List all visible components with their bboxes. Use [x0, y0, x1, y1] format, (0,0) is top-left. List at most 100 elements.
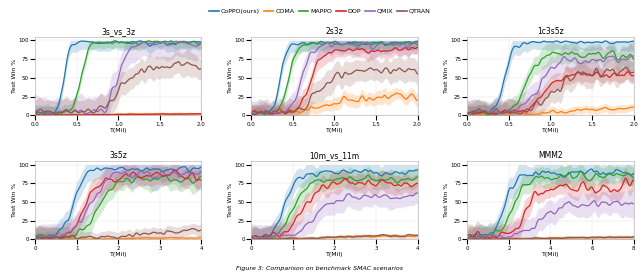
- CoPPO(ours): [173, 42, 180, 45]
- MAPPO: [56, 113, 63, 116]
- MAPPO: [347, 43, 355, 46]
- QTRAN: [32, 237, 40, 240]
- COMA: [604, 107, 612, 110]
- QTRAN: [463, 238, 471, 241]
- Line: CoPPO(ours): CoPPO(ours): [467, 41, 634, 114]
- X-axis label: T(Mil): T(Mil): [109, 128, 127, 133]
- Line: QTRAN: QTRAN: [35, 228, 202, 239]
- QTRAN: [134, 72, 141, 75]
- QTRAN: [130, 234, 138, 238]
- CoPPO(ours): [630, 39, 637, 43]
- QTRAN: [131, 234, 138, 237]
- MAPPO: [131, 41, 138, 44]
- COMA: [248, 111, 256, 114]
- DOP: [131, 171, 138, 174]
- COMA: [265, 113, 273, 116]
- MAPPO: [131, 178, 138, 182]
- MAPPO: [56, 236, 63, 240]
- QTRAN: [388, 234, 396, 238]
- MAPPO: [615, 58, 623, 61]
- QTRAN: [248, 113, 255, 116]
- QMIX: [347, 194, 355, 197]
- QMIX: [566, 200, 573, 204]
- X-axis label: T(Mil): T(Mil): [109, 252, 127, 257]
- COMA: [159, 112, 166, 115]
- Line: COMA: COMA: [467, 237, 634, 239]
- DOP: [349, 182, 357, 185]
- DOP: [413, 46, 421, 49]
- COMA: [349, 99, 357, 102]
- CoPPO(ours): [248, 237, 255, 240]
- QMIX: [615, 61, 623, 64]
- DOP: [464, 234, 472, 237]
- QTRAN: [367, 66, 374, 70]
- X-axis label: T(Mil): T(Mil): [326, 252, 343, 257]
- Line: DOP: DOP: [467, 178, 634, 238]
- COMA: [463, 237, 471, 241]
- QTRAN: [346, 72, 354, 76]
- QMIX: [563, 58, 571, 61]
- CoPPO(ours): [615, 169, 623, 172]
- COMA: [131, 113, 138, 116]
- Title: MMM2: MMM2: [538, 151, 563, 160]
- DOP: [32, 113, 40, 117]
- Line: QMIX: QMIX: [467, 201, 634, 239]
- MAPPO: [264, 113, 271, 117]
- MAPPO: [161, 174, 169, 177]
- DOP: [31, 237, 39, 241]
- Line: MAPPO: MAPPO: [467, 51, 634, 115]
- COMA: [475, 113, 483, 117]
- MAPPO: [183, 176, 191, 179]
- COMA: [349, 235, 357, 238]
- QMIX: [466, 112, 474, 115]
- CoPPO(ours): [464, 237, 472, 240]
- CoPPO(ours): [131, 168, 138, 171]
- CoPPO(ours): [31, 235, 39, 238]
- DOP: [464, 112, 472, 115]
- Text: Figure 3: Comparison on benchmark SMAC scenarios: Figure 3: Comparison on benchmark SMAC s…: [237, 266, 403, 271]
- COMA: [563, 236, 571, 240]
- MAPPO: [413, 43, 421, 46]
- CoPPO(ours): [566, 41, 573, 44]
- QTRAN: [562, 236, 570, 239]
- QTRAN: [615, 72, 623, 75]
- DOP: [130, 171, 138, 174]
- CoPPO(ours): [32, 110, 40, 114]
- CoPPO(ours): [470, 113, 478, 116]
- MAPPO: [563, 52, 571, 55]
- COMA: [130, 237, 138, 240]
- QTRAN: [404, 233, 412, 236]
- QMIX: [464, 111, 472, 115]
- QMIX: [605, 203, 612, 206]
- DOP: [492, 113, 499, 116]
- CoPPO(ours): [630, 172, 637, 175]
- QTRAN: [563, 75, 571, 78]
- CoPPO(ours): [463, 237, 471, 240]
- Line: QTRAN: QTRAN: [35, 62, 202, 113]
- DOP: [347, 181, 355, 185]
- QMIX: [173, 40, 180, 43]
- CoPPO(ours): [248, 237, 256, 240]
- QMIX: [630, 54, 637, 58]
- DOP: [388, 182, 396, 185]
- COMA: [183, 113, 191, 116]
- MAPPO: [198, 175, 205, 178]
- MAPPO: [145, 39, 152, 42]
- DOP: [172, 169, 180, 172]
- CoPPO(ours): [413, 168, 421, 172]
- QMIX: [248, 234, 256, 237]
- MAPPO: [173, 178, 180, 182]
- Y-axis label: Test Win %: Test Win %: [444, 183, 449, 217]
- CoPPO(ours): [463, 112, 471, 115]
- CoPPO(ours): [49, 235, 57, 239]
- MAPPO: [378, 40, 385, 43]
- QMIX: [604, 55, 612, 58]
- Line: QTRAN: QTRAN: [252, 235, 417, 239]
- DOP: [248, 236, 256, 240]
- QMIX: [349, 196, 357, 199]
- CoPPO(ours): [131, 41, 138, 44]
- QTRAN: [388, 69, 396, 73]
- CoPPO(ours): [31, 110, 39, 114]
- QMIX: [388, 42, 396, 45]
- CoPPO(ours): [134, 167, 141, 171]
